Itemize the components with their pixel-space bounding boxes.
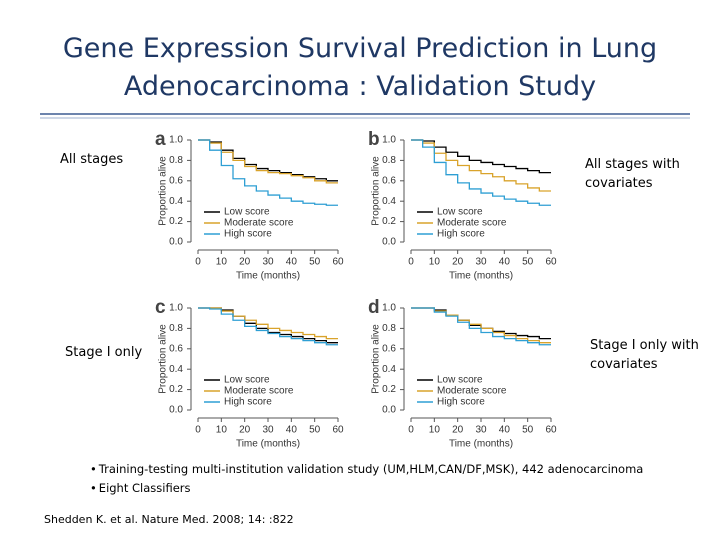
x-tick-label: 60 — [332, 425, 344, 436]
legend-label: Moderate score — [224, 386, 294, 397]
legend-label: Low score — [437, 207, 483, 218]
bullet: Training-testing multi-institution valid… — [90, 460, 644, 479]
y-tick-label: 0.4 — [382, 196, 396, 207]
y-tick-label: 0.4 — [382, 364, 396, 375]
x-tick-label: 20 — [239, 257, 251, 268]
legend-label: High score — [224, 397, 272, 408]
x-axis-label: Time (months) — [236, 439, 300, 450]
x-tick-label: 60 — [332, 257, 344, 268]
y-tick-label: 0.8 — [169, 155, 183, 166]
x-tick-label: 0 — [195, 425, 201, 436]
panel-caption: All stages with covariates — [585, 157, 680, 191]
x-tick-label: 50 — [522, 257, 534, 268]
y-axis-label: Proportion alive — [158, 324, 169, 394]
survival-curve — [198, 139, 338, 206]
x-tick-label: 60 — [545, 425, 557, 436]
survival-curve — [411, 307, 551, 346]
y-tick-label: 0.4 — [169, 364, 183, 375]
survival-curve — [411, 139, 551, 206]
y-tick-label: 0.2 — [382, 384, 396, 395]
legend-label: High score — [437, 397, 485, 408]
bullet: Eight Classifiers — [90, 479, 643, 498]
x-tick-label: 30 — [262, 257, 274, 268]
x-tick-label: 40 — [286, 257, 298, 268]
y-axis-label: Proportion alive — [371, 324, 382, 394]
survival-curve — [198, 139, 338, 182]
panel-letter: b — [368, 129, 380, 150]
x-tick-label: 20 — [239, 425, 251, 436]
survival-curve — [198, 307, 338, 346]
survival-curve — [198, 139, 338, 184]
y-tick-label: 1.0 — [169, 303, 183, 314]
bullet-list: Training-testing multi-institution valid… — [90, 460, 644, 498]
x-tick-label: 50 — [309, 425, 321, 436]
legend-label: Moderate score — [437, 218, 507, 229]
survival-curve — [411, 307, 551, 340]
y-tick-label: 0.2 — [169, 216, 183, 227]
x-tick-label: 0 — [195, 257, 201, 268]
x-tick-label: 40 — [499, 425, 511, 436]
y-tick-label: 0.6 — [382, 175, 396, 186]
legend-label: Moderate score — [224, 218, 294, 229]
y-tick-label: 0.8 — [382, 323, 396, 334]
x-tick-label: 20 — [452, 425, 464, 436]
panel-letter: a — [155, 129, 166, 150]
y-axis-label: Proportion alive — [158, 156, 169, 226]
x-axis-label: Time (months) — [449, 439, 513, 450]
panel-caption: All stages — [60, 152, 124, 167]
y-tick-label: 0.0 — [382, 405, 396, 416]
y-tick-label: 0.6 — [169, 175, 183, 186]
legend-label: Low score — [224, 375, 270, 386]
citation: Shedden K. et al. Nature Med. 2008; 14: … — [44, 513, 294, 526]
survival-curve — [411, 139, 551, 174]
slide-title: Gene Expression Survival Prediction in L… — [62, 33, 658, 102]
y-tick-label: 0.2 — [169, 384, 183, 395]
y-tick-label: 0.0 — [382, 237, 396, 248]
legend-label: Low score — [437, 375, 483, 386]
y-tick-label: 0.4 — [169, 196, 183, 207]
x-tick-label: 60 — [545, 257, 557, 268]
y-tick-label: 1.0 — [382, 135, 396, 146]
y-tick-label: 0.2 — [382, 216, 396, 227]
x-axis-label: Time (months) — [236, 271, 300, 282]
legend-label: Moderate score — [437, 386, 507, 397]
y-tick-label: 0.6 — [382, 343, 396, 354]
survival-curve — [411, 307, 551, 344]
x-tick-label: 0 — [408, 257, 414, 268]
x-tick-label: 40 — [499, 257, 511, 268]
panel-caption: Stage I only with covariates — [590, 338, 699, 372]
x-tick-label: 10 — [429, 425, 441, 436]
y-tick-label: 1.0 — [382, 303, 396, 314]
x-axis-label: Time (months) — [449, 271, 513, 282]
x-tick-label: 40 — [286, 425, 298, 436]
panel-letter: d — [368, 297, 380, 318]
panel-letter: c — [155, 297, 166, 318]
legend-label: High score — [224, 229, 272, 240]
survival-curve — [198, 307, 338, 340]
x-tick-label: 30 — [475, 257, 487, 268]
y-tick-label: 0.6 — [169, 343, 183, 354]
legend-label: High score — [437, 229, 485, 240]
y-tick-label: 0.0 — [169, 237, 183, 248]
panel-caption: Stage I only — [65, 345, 143, 360]
x-tick-label: 20 — [452, 257, 464, 268]
y-tick-label: 0.8 — [382, 155, 396, 166]
y-tick-label: 1.0 — [169, 135, 183, 146]
y-axis-label: Proportion alive — [371, 156, 382, 226]
x-tick-label: 30 — [262, 425, 274, 436]
y-tick-label: 0.8 — [169, 323, 183, 334]
x-tick-label: 10 — [216, 257, 228, 268]
x-tick-label: 10 — [216, 425, 228, 436]
legend-label: Low score — [224, 207, 270, 218]
y-tick-label: 0.0 — [169, 405, 183, 416]
x-tick-label: 10 — [429, 257, 441, 268]
x-tick-label: 0 — [408, 425, 414, 436]
x-tick-label: 50 — [522, 425, 534, 436]
x-tick-label: 30 — [475, 425, 487, 436]
x-tick-label: 50 — [309, 257, 321, 268]
